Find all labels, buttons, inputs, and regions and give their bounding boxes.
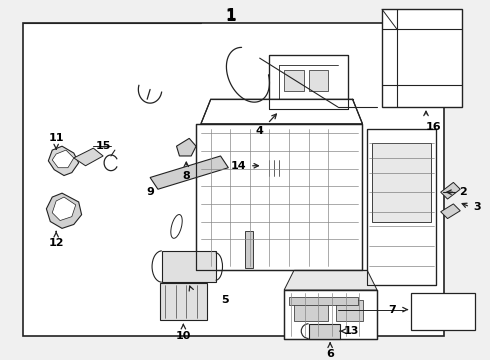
Text: 5: 5 <box>221 295 229 305</box>
Bar <box>160 283 207 320</box>
Polygon shape <box>284 270 377 290</box>
Text: 8: 8 <box>182 171 190 181</box>
Text: 6: 6 <box>326 348 334 359</box>
Text: 3: 3 <box>473 202 481 212</box>
Bar <box>336 300 364 321</box>
Text: 4: 4 <box>256 126 264 135</box>
Text: 13: 13 <box>344 326 359 336</box>
Text: 1: 1 <box>225 8 236 23</box>
Polygon shape <box>150 156 228 189</box>
Bar <box>265 158 294 177</box>
Polygon shape <box>441 183 460 199</box>
Text: 16: 16 <box>426 122 441 132</box>
Polygon shape <box>284 290 377 339</box>
Polygon shape <box>368 129 436 285</box>
Bar <box>309 70 328 91</box>
Bar <box>294 300 328 321</box>
Text: 10: 10 <box>176 331 191 341</box>
Polygon shape <box>441 204 460 219</box>
Bar <box>411 293 475 330</box>
Bar <box>245 231 253 269</box>
Bar <box>382 9 462 107</box>
Text: 7: 7 <box>388 305 395 315</box>
Text: 11: 11 <box>49 133 64 143</box>
Polygon shape <box>52 197 76 221</box>
Bar <box>23 23 443 336</box>
Polygon shape <box>74 148 103 166</box>
Bar <box>309 324 340 339</box>
Text: 12: 12 <box>49 238 64 248</box>
Bar <box>284 70 304 91</box>
Polygon shape <box>52 150 74 168</box>
Polygon shape <box>270 55 348 109</box>
Polygon shape <box>47 193 82 228</box>
Text: 9: 9 <box>146 187 154 197</box>
Text: 14: 14 <box>230 161 246 171</box>
Polygon shape <box>196 124 363 270</box>
Bar <box>289 297 358 305</box>
Text: 15: 15 <box>96 141 111 151</box>
Bar <box>162 251 216 282</box>
Text: 2: 2 <box>459 187 467 197</box>
Polygon shape <box>176 138 196 156</box>
Polygon shape <box>49 146 79 176</box>
Polygon shape <box>201 99 363 124</box>
Text: 1: 1 <box>225 9 236 23</box>
Bar <box>372 143 431 221</box>
